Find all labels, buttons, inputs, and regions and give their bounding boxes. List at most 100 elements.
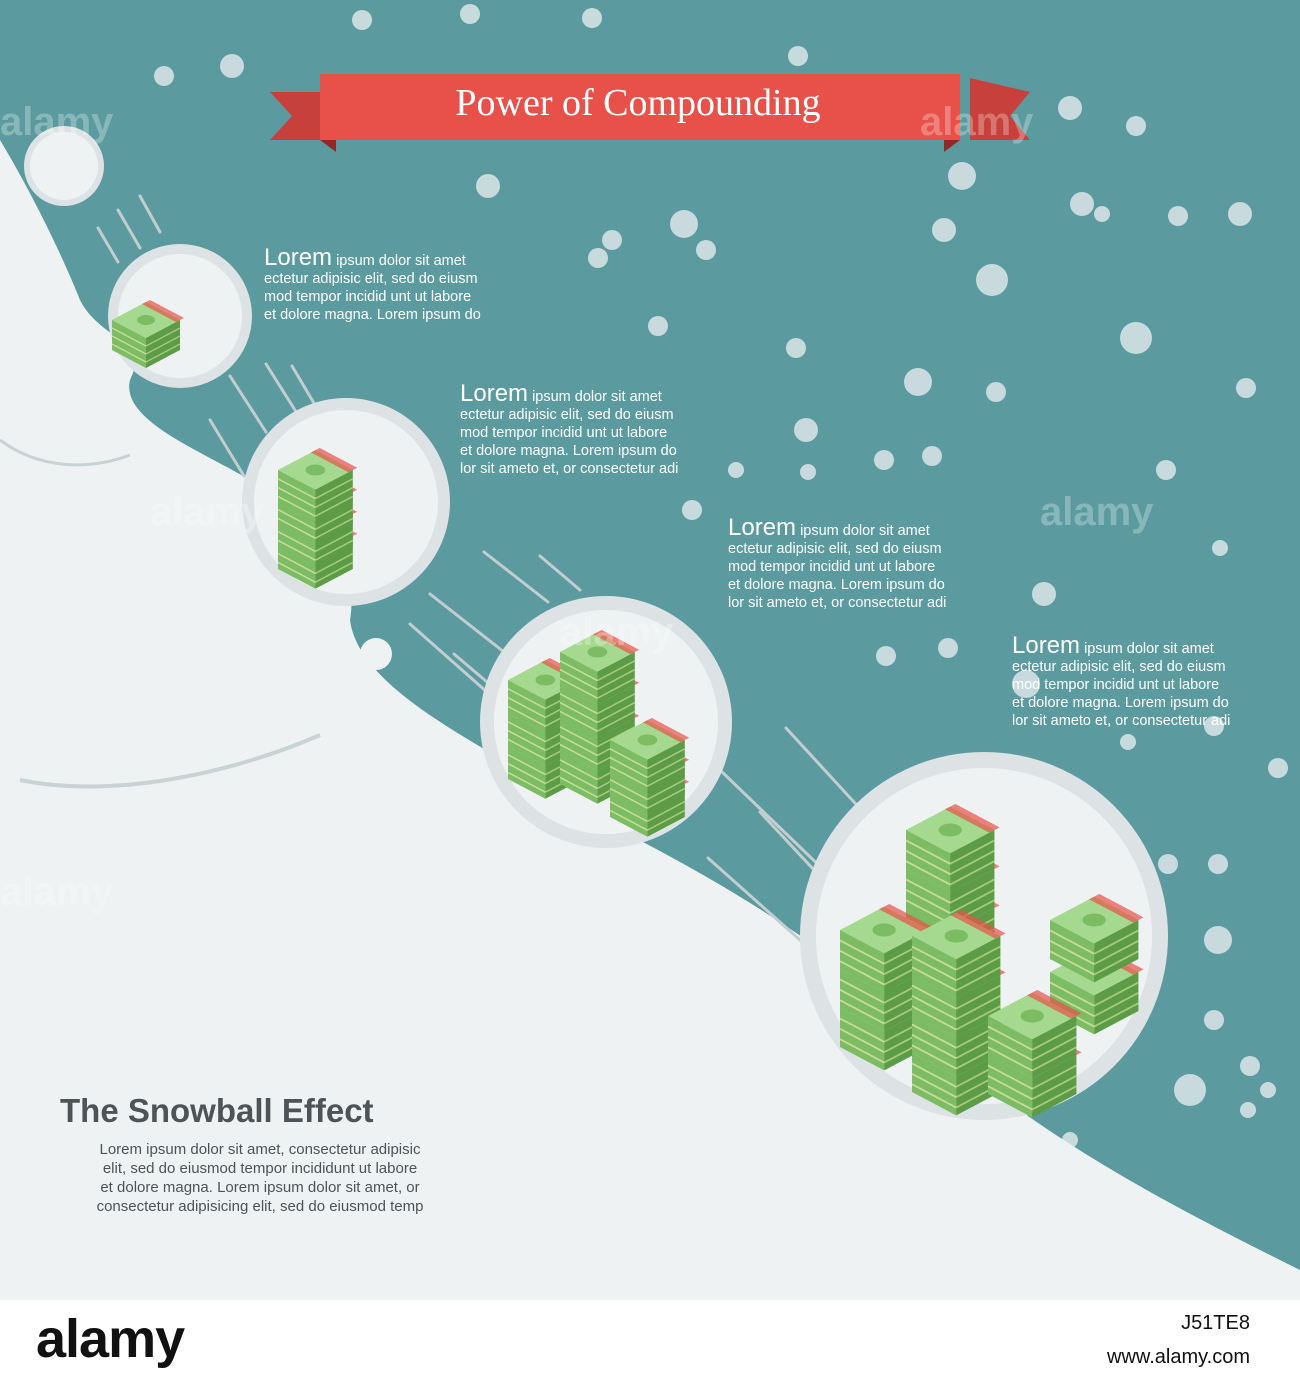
watermark: alamy: [1040, 490, 1154, 534]
snowflake-dot: [948, 162, 976, 190]
snowflake-dot: [670, 210, 698, 238]
snowflake-dot: [1208, 854, 1228, 874]
snowflake-dot: [696, 240, 716, 260]
snowflake-dot: [1228, 202, 1252, 226]
snow-crease: [0, 438, 131, 467]
snowflake-dot: [1156, 460, 1176, 480]
body-line: Lorem ipsum dolor sit amet, consectetur …: [99, 1141, 421, 1158]
step-line: ectetur adipisic elit, sed do eiusm: [1012, 659, 1226, 675]
bubble-4: [800, 752, 1168, 1120]
step-line: et dolore magna. Lorem ipsum do: [1012, 695, 1229, 711]
step-line: lor sit ameto et, or consectetur adi: [460, 461, 679, 477]
bubble-1: [108, 244, 252, 388]
infographic-canvas: Power of Compounding Lorem ipsum dolor s…: [0, 0, 1300, 1300]
money-bubbles: [108, 244, 1168, 1120]
snowflake-dot: [582, 8, 602, 28]
snowflake-dot: [682, 500, 702, 520]
snowflake-dot: [904, 368, 932, 396]
snowflake-dot: [1012, 670, 1040, 698]
snowflake-dot: [1240, 1102, 1256, 1118]
snow-hill-scene: [0, 0, 1300, 1300]
footer-bar: [0, 1300, 1300, 1390]
snowflake-dot: [602, 230, 622, 250]
title-ribbon: [270, 74, 1030, 152]
body-line: elit, sed do eiusmod tempor incididunt u…: [102, 1160, 418, 1177]
snowflake-dot: [728, 462, 744, 478]
snowflake-dot: [938, 638, 958, 658]
step-line: mod tempor incidid unt ut labore: [460, 425, 668, 441]
footer-image-id: J51TE8: [1181, 1312, 1250, 1334]
watermark: alamy: [560, 610, 674, 654]
infographic-title: Power of Compounding: [455, 82, 821, 124]
snowflake-dot: [874, 450, 894, 470]
footer-logo: alamy: [36, 1309, 185, 1369]
snowflake-dot: [876, 646, 896, 666]
loose-snowball-small: [710, 950, 746, 986]
snowflake-dot: [1070, 192, 1094, 216]
snowball-effect-body: Lorem ipsum dolor sit amet, consectetur …: [60, 1140, 460, 1216]
snowflake-dot: [800, 464, 816, 480]
snowflake-dot: [588, 248, 608, 268]
step-line: mod tempor incidid unt ut labore: [1012, 677, 1220, 693]
step-line: et dolore magna. Lorem ipsum do: [264, 307, 481, 323]
bubble-2: [242, 398, 450, 606]
step-line: ipsum dolor sit amet: [532, 389, 662, 405]
step-line: et dolore magna. Lorem ipsum do: [460, 443, 677, 459]
step-line: ectetur adipisic elit, sed do eiusm: [728, 541, 942, 557]
snowflake-dot: [648, 316, 668, 336]
step-head: Lorem: [264, 244, 333, 271]
snowflake-dot: [976, 264, 1008, 296]
step-text-4: Lorem ipsum dolor sit amet ectetur adipi…: [1012, 634, 1230, 730]
snowflake-dots: [154, 4, 1288, 1148]
snowflake-dot: [788, 46, 808, 66]
body-line: et dolore magna. Lorem ipsum dolor sit a…: [100, 1179, 420, 1196]
snowflake-dot: [922, 446, 942, 466]
snowflake-dot: [1032, 582, 1056, 606]
step-line: lor sit ameto et, or consectetur adi: [728, 595, 947, 611]
watermark: alamy: [0, 100, 114, 144]
snowflake-dot: [1204, 1010, 1224, 1030]
watermark: alamy: [150, 490, 264, 534]
snowflake-dot: [1058, 96, 1082, 120]
loose-snowball-small: [360, 638, 392, 670]
step-line: lor sit ameto et, or consectetur adi: [1012, 713, 1231, 729]
snowflake-dot: [1158, 854, 1178, 874]
step-head: Lorem: [460, 380, 529, 407]
snowflake-dot: [460, 4, 480, 24]
snowflake-dot: [1174, 1074, 1206, 1106]
step-text-1: Lorem ipsum dolor sit amet ectetur adipi…: [264, 246, 481, 324]
step-head: Lorem: [1012, 632, 1081, 659]
snowflake-dot: [1204, 716, 1224, 736]
step-line: ectetur adipisic elit, sed do eiusm: [264, 271, 478, 287]
step-line: mod tempor incidid unt ut labore: [728, 559, 936, 575]
snowflake-dot: [986, 382, 1006, 402]
snow-hill: [0, 140, 1300, 1300]
step-line: ipsum dolor sit amet: [800, 523, 930, 539]
snowflake-dot: [1268, 758, 1288, 778]
step-line: et dolore magna. Lorem ipsum do: [728, 577, 945, 593]
step-head: Lorem: [728, 514, 797, 541]
step-line: ipsum dolor sit amet: [1084, 641, 1214, 657]
snowflake-dot: [1126, 116, 1146, 136]
snowflake-dot: [220, 54, 244, 78]
snowflake-dot: [1204, 926, 1232, 954]
snowflake-dot: [1236, 378, 1256, 398]
snowflake-dot: [1212, 540, 1228, 556]
step-text-2: Lorem ipsum dolor sit amet ectetur adipi…: [460, 382, 678, 478]
snow-crease-2: [19, 733, 321, 789]
snowflake-dot: [1260, 1082, 1276, 1098]
snowflake-dot: [1168, 206, 1188, 226]
step-line: ectetur adipisic elit, sed do eiusm: [460, 407, 674, 423]
watermark: alamy: [0, 870, 114, 914]
step-text-3: Lorem ipsum dolor sit amet ectetur adipi…: [728, 516, 946, 612]
body-line: consectetur adipisicing elit, sed do eiu…: [96, 1198, 424, 1215]
snowflake-dot: [786, 338, 806, 358]
bubble-3: [480, 596, 732, 848]
snowflake-dot: [154, 66, 174, 86]
footer-url: www.alamy.com: [1107, 1346, 1250, 1368]
snowflake-dot: [476, 174, 500, 198]
snowflake-dot: [932, 218, 956, 242]
step-line: mod tempor incidid unt ut labore: [264, 289, 472, 305]
snowflake-dot: [1120, 734, 1136, 750]
snowball-effect-title: The Snowball Effect: [60, 1092, 374, 1129]
